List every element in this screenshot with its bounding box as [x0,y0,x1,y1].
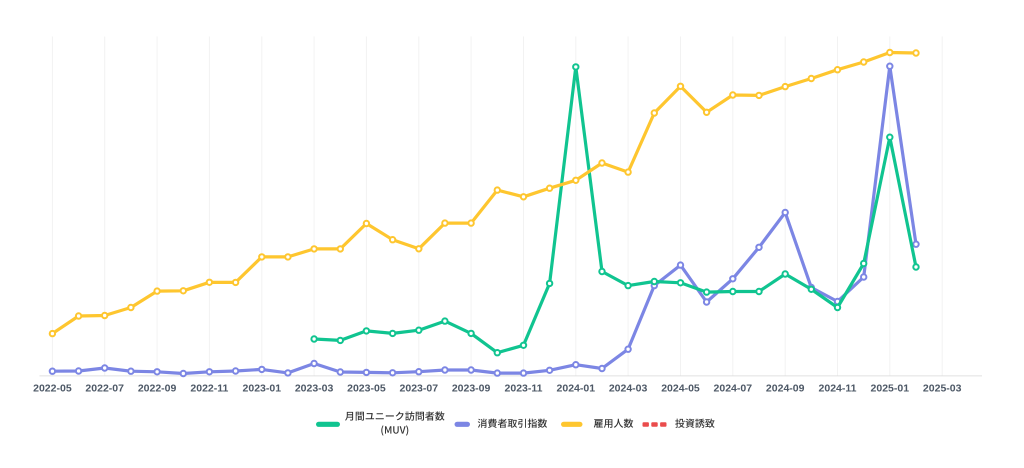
svg-text:2024-07: 2024-07 [714,383,753,395]
svg-text:2023-09: 2023-09 [452,383,491,395]
svg-text:2022-07: 2022-07 [85,383,124,395]
svg-text:2025-03: 2025-03 [923,383,962,395]
svg-text:2024-03: 2024-03 [609,383,648,395]
svg-text:2022-05: 2022-05 [33,383,72,395]
svg-text:2024-05: 2024-05 [661,383,700,395]
svg-text:2022-09: 2022-09 [138,383,177,395]
svg-text:2023-05: 2023-05 [347,383,386,395]
svg-text:2024-09: 2024-09 [766,383,805,395]
svg-text:2022-11: 2022-11 [190,383,228,395]
svg-text:2023-07: 2023-07 [400,383,439,395]
svg-text:2025-01: 2025-01 [871,383,910,395]
svg-text:2023-03: 2023-03 [295,383,334,395]
svg-text:2023-01: 2023-01 [243,383,282,395]
svg-text:2023-11: 2023-11 [505,383,543,395]
svg-text:2024-01: 2024-01 [557,383,596,395]
svg-text:2024-11: 2024-11 [819,383,857,395]
